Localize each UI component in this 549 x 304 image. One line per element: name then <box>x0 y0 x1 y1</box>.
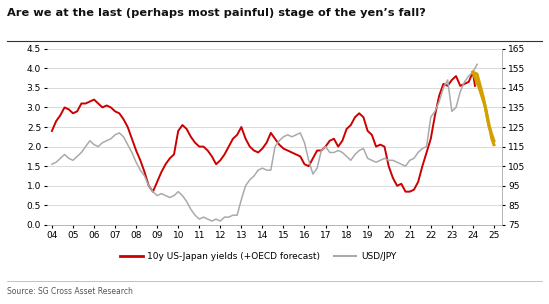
Legend: 10y US-Japan yields (+OECD forecast), USD/JPY: 10y US-Japan yields (+OECD forecast), US… <box>116 248 400 264</box>
Text: Are we at the last (perhaps most painful) stage of the yen’s fall?: Are we at the last (perhaps most painful… <box>7 8 425 18</box>
Text: Source: SG Cross Asset Research: Source: SG Cross Asset Research <box>7 287 132 296</box>
